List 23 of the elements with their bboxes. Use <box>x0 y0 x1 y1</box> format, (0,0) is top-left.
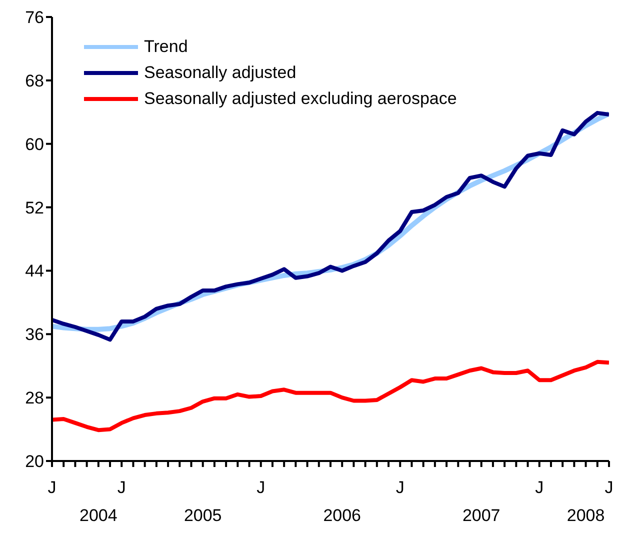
legend-label: Seasonally adjusted excluding aerospace <box>144 88 457 110</box>
y-tick-label: 44 <box>25 262 44 281</box>
x2-tick-label: 2004 <box>80 506 118 526</box>
x-tick-label: J <box>535 478 544 498</box>
x-tick-label: J <box>256 478 266 498</box>
y-tick-label: 28 <box>25 388 44 408</box>
x-tick-label: J <box>604 478 614 498</box>
x2-tick-label: 2008 <box>566 506 605 526</box>
legend-label: Seasonally adjusted <box>144 62 296 84</box>
y-tick-label: 60 <box>25 134 44 154</box>
y-tick-label: 20 <box>25 452 44 472</box>
y-tick-label: 36 <box>25 325 44 344</box>
x2-tick-label: 2005 <box>184 506 222 526</box>
legend-label: Trend <box>144 36 188 58</box>
x2-tick-label: 2006 <box>323 506 362 526</box>
y-tick-label: 68 <box>25 71 44 90</box>
line-series <box>52 360 609 432</box>
y-tick-label: 76 <box>25 8 44 28</box>
x-tick-label: J <box>396 478 404 498</box>
y-tick-label: 52 <box>25 198 44 218</box>
x-tick-label: J <box>117 478 126 498</box>
x-tick-label: J <box>48 478 56 498</box>
x2-tick-label: 2007 <box>462 506 500 526</box>
